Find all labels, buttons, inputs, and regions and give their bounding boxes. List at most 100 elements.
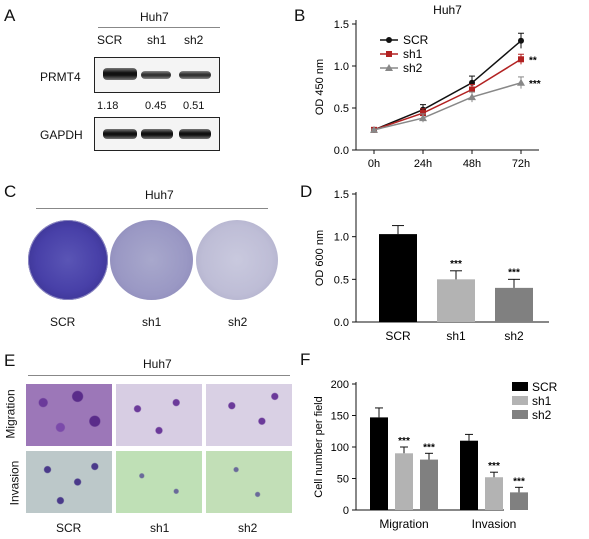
chart-f-legend-label: SCR bbox=[532, 380, 558, 394]
row-label-invasion: Invasion bbox=[7, 460, 22, 506]
colony-label-scr: SCR bbox=[50, 315, 76, 329]
band-gapdh-scr bbox=[103, 129, 137, 139]
chart-f-bar-Migration-sh2 bbox=[420, 459, 438, 510]
row-label-migration: Migration bbox=[3, 389, 18, 439]
lane-label-scr: SCR bbox=[97, 33, 123, 47]
band-gapdh-sh2 bbox=[179, 129, 211, 139]
chart-b-ylabel: OD 450 nm bbox=[314, 59, 326, 115]
chart-b-xtick-label: 72h bbox=[512, 158, 530, 170]
chart-f-ytick-label: 150 bbox=[331, 411, 349, 423]
panel-d-letter: D bbox=[300, 182, 313, 201]
chart-d-bar-sh1 bbox=[437, 279, 475, 322]
chart-f-ytick-label: 200 bbox=[331, 379, 349, 391]
chart-b-title: Huh7 bbox=[433, 3, 462, 17]
lane-label-sh1: sh1 bbox=[147, 33, 167, 47]
chart-b-xtick-label: 24h bbox=[414, 158, 432, 170]
chart-f-legend-label: sh1 bbox=[532, 394, 552, 408]
row-label-migration-wrap: Migration bbox=[4, 385, 22, 443]
transwell-migration-sh1 bbox=[116, 384, 202, 446]
chart-b-line-sh2 bbox=[373, 82, 522, 131]
chart-b-point bbox=[469, 86, 475, 93]
colony-dish-scr bbox=[28, 220, 108, 300]
chart-b-legend-marker bbox=[386, 37, 392, 43]
chart-b-legend-marker bbox=[386, 51, 392, 57]
chart-b: Huh7 0.0 0.5 1.0 1.5 0h 24h 48h 72h OD 450 nm SCR *… bbox=[314, 3, 541, 170]
chart-f-xtick-label: Invasion bbox=[472, 517, 517, 531]
panel-f-letter: F bbox=[300, 350, 311, 369]
chart-d-ytick-label: 0.5 bbox=[334, 274, 349, 286]
colony-dish-sh1 bbox=[110, 220, 193, 300]
chart-f-legend-swatch bbox=[512, 382, 528, 391]
panel-a-header-line bbox=[98, 27, 220, 28]
chart-f-sig: *** bbox=[398, 436, 410, 447]
blot-gapdh bbox=[94, 117, 220, 151]
colony-dish-sh2 bbox=[196, 220, 278, 300]
chart-b-point bbox=[517, 78, 525, 86]
chart-d-xtick-label: sh2 bbox=[504, 329, 524, 343]
chart-f-legend-label: sh2 bbox=[532, 408, 552, 422]
chart-b-ytick-label: 0.0 bbox=[334, 145, 349, 157]
colony-label-sh1: sh1 bbox=[142, 315, 162, 329]
chart-d-bar-SCR bbox=[379, 234, 417, 322]
chart-f-bar-Invasion-sh1 bbox=[485, 477, 503, 510]
colony-label-sh2: sh2 bbox=[228, 315, 248, 329]
chart-f-bar-Invasion-SCR bbox=[460, 440, 478, 510]
transwell-label-sh1: sh1 bbox=[150, 521, 170, 535]
panel-b-letter: B bbox=[294, 6, 306, 25]
chart-f-legend-swatch bbox=[512, 410, 528, 419]
chart-b-point bbox=[370, 125, 378, 133]
chart-d-ytick-label: 1.0 bbox=[334, 232, 349, 244]
chart-f-sig: *** bbox=[423, 442, 435, 453]
chart-b-line-SCR bbox=[373, 40, 522, 131]
chart-b-point bbox=[518, 37, 524, 44]
chart-f-bar-Migration-sh1 bbox=[395, 453, 413, 510]
chart-b-legend-label: sh2 bbox=[403, 61, 423, 75]
chart-b-xtick-label: 48h bbox=[463, 158, 481, 170]
transwell-label-sh2: sh2 bbox=[238, 521, 258, 535]
panel-e-header-line bbox=[28, 375, 290, 376]
panel-a-cell-line: Huh7 bbox=[140, 10, 169, 24]
panel-c-header-line bbox=[36, 208, 268, 209]
chart-f-sig: *** bbox=[513, 476, 525, 487]
chart-f-xtick-label: Migration bbox=[379, 517, 428, 531]
band-prmt4-sh1 bbox=[141, 71, 171, 79]
quant-scr: 1.18 bbox=[97, 100, 119, 112]
chart-f-ytick-label: 0 bbox=[343, 505, 349, 517]
panel-a-letter: A bbox=[4, 6, 16, 25]
chart-d-ylabel: OD 600 nm bbox=[314, 230, 326, 286]
band-prmt4-scr bbox=[103, 68, 137, 80]
chart-f-ylabel: Cell number per field bbox=[313, 396, 325, 498]
transwell-invasion-sh1 bbox=[116, 451, 202, 513]
chart-b-point bbox=[420, 110, 426, 117]
transwell-invasion-sh2 bbox=[206, 451, 292, 513]
chart-d-ytick-label: 1.5 bbox=[334, 189, 349, 201]
chart-d: 0.0 0.5 1.0 1.5 OD 600 nm SCR *** sh1 *** sh2 bbox=[314, 189, 549, 343]
chart-b-legend-label: SCR bbox=[403, 33, 429, 47]
lane-label-sh2: sh2 bbox=[184, 33, 204, 47]
chart-d-xtick-label: sh1 bbox=[446, 329, 466, 343]
transwell-label-scr: SCR bbox=[56, 521, 82, 535]
chart-f-bar-Migration-SCR bbox=[370, 417, 388, 510]
transwell-invasion-scr bbox=[26, 451, 112, 513]
chart-d-sig: *** bbox=[508, 267, 520, 278]
transwell-migration-sh2 bbox=[206, 384, 292, 446]
band-gapdh-sh1 bbox=[141, 129, 173, 139]
chart-d-xtick-label: SCR bbox=[385, 329, 411, 343]
band-prmt4-sh2 bbox=[179, 71, 211, 79]
chart-b-ytick-label: 1.0 bbox=[334, 61, 349, 73]
chart-f-legend-swatch bbox=[512, 396, 528, 405]
panel-c-cell-line: Huh7 bbox=[145, 188, 174, 202]
chart-b-point bbox=[468, 93, 476, 101]
quant-sh2: 0.51 bbox=[183, 100, 205, 112]
chart-f-ytick-label: 50 bbox=[337, 474, 349, 486]
chart-b-legend-label: sh1 bbox=[403, 47, 423, 61]
panel-e-cell-line: Huh7 bbox=[143, 357, 172, 371]
row-label-invasion-wrap: Invasion bbox=[4, 452, 22, 516]
blot-prmt4 bbox=[94, 57, 220, 93]
quant-sh1: 0.45 bbox=[145, 100, 167, 112]
chart-b-sig: ** bbox=[529, 55, 537, 66]
chart-b-xtick-label: 0h bbox=[368, 158, 380, 170]
chart-b-legend-marker bbox=[385, 64, 393, 71]
chart-b-ytick-label: 1.5 bbox=[334, 19, 349, 31]
panel-c-letter: C bbox=[4, 182, 17, 201]
